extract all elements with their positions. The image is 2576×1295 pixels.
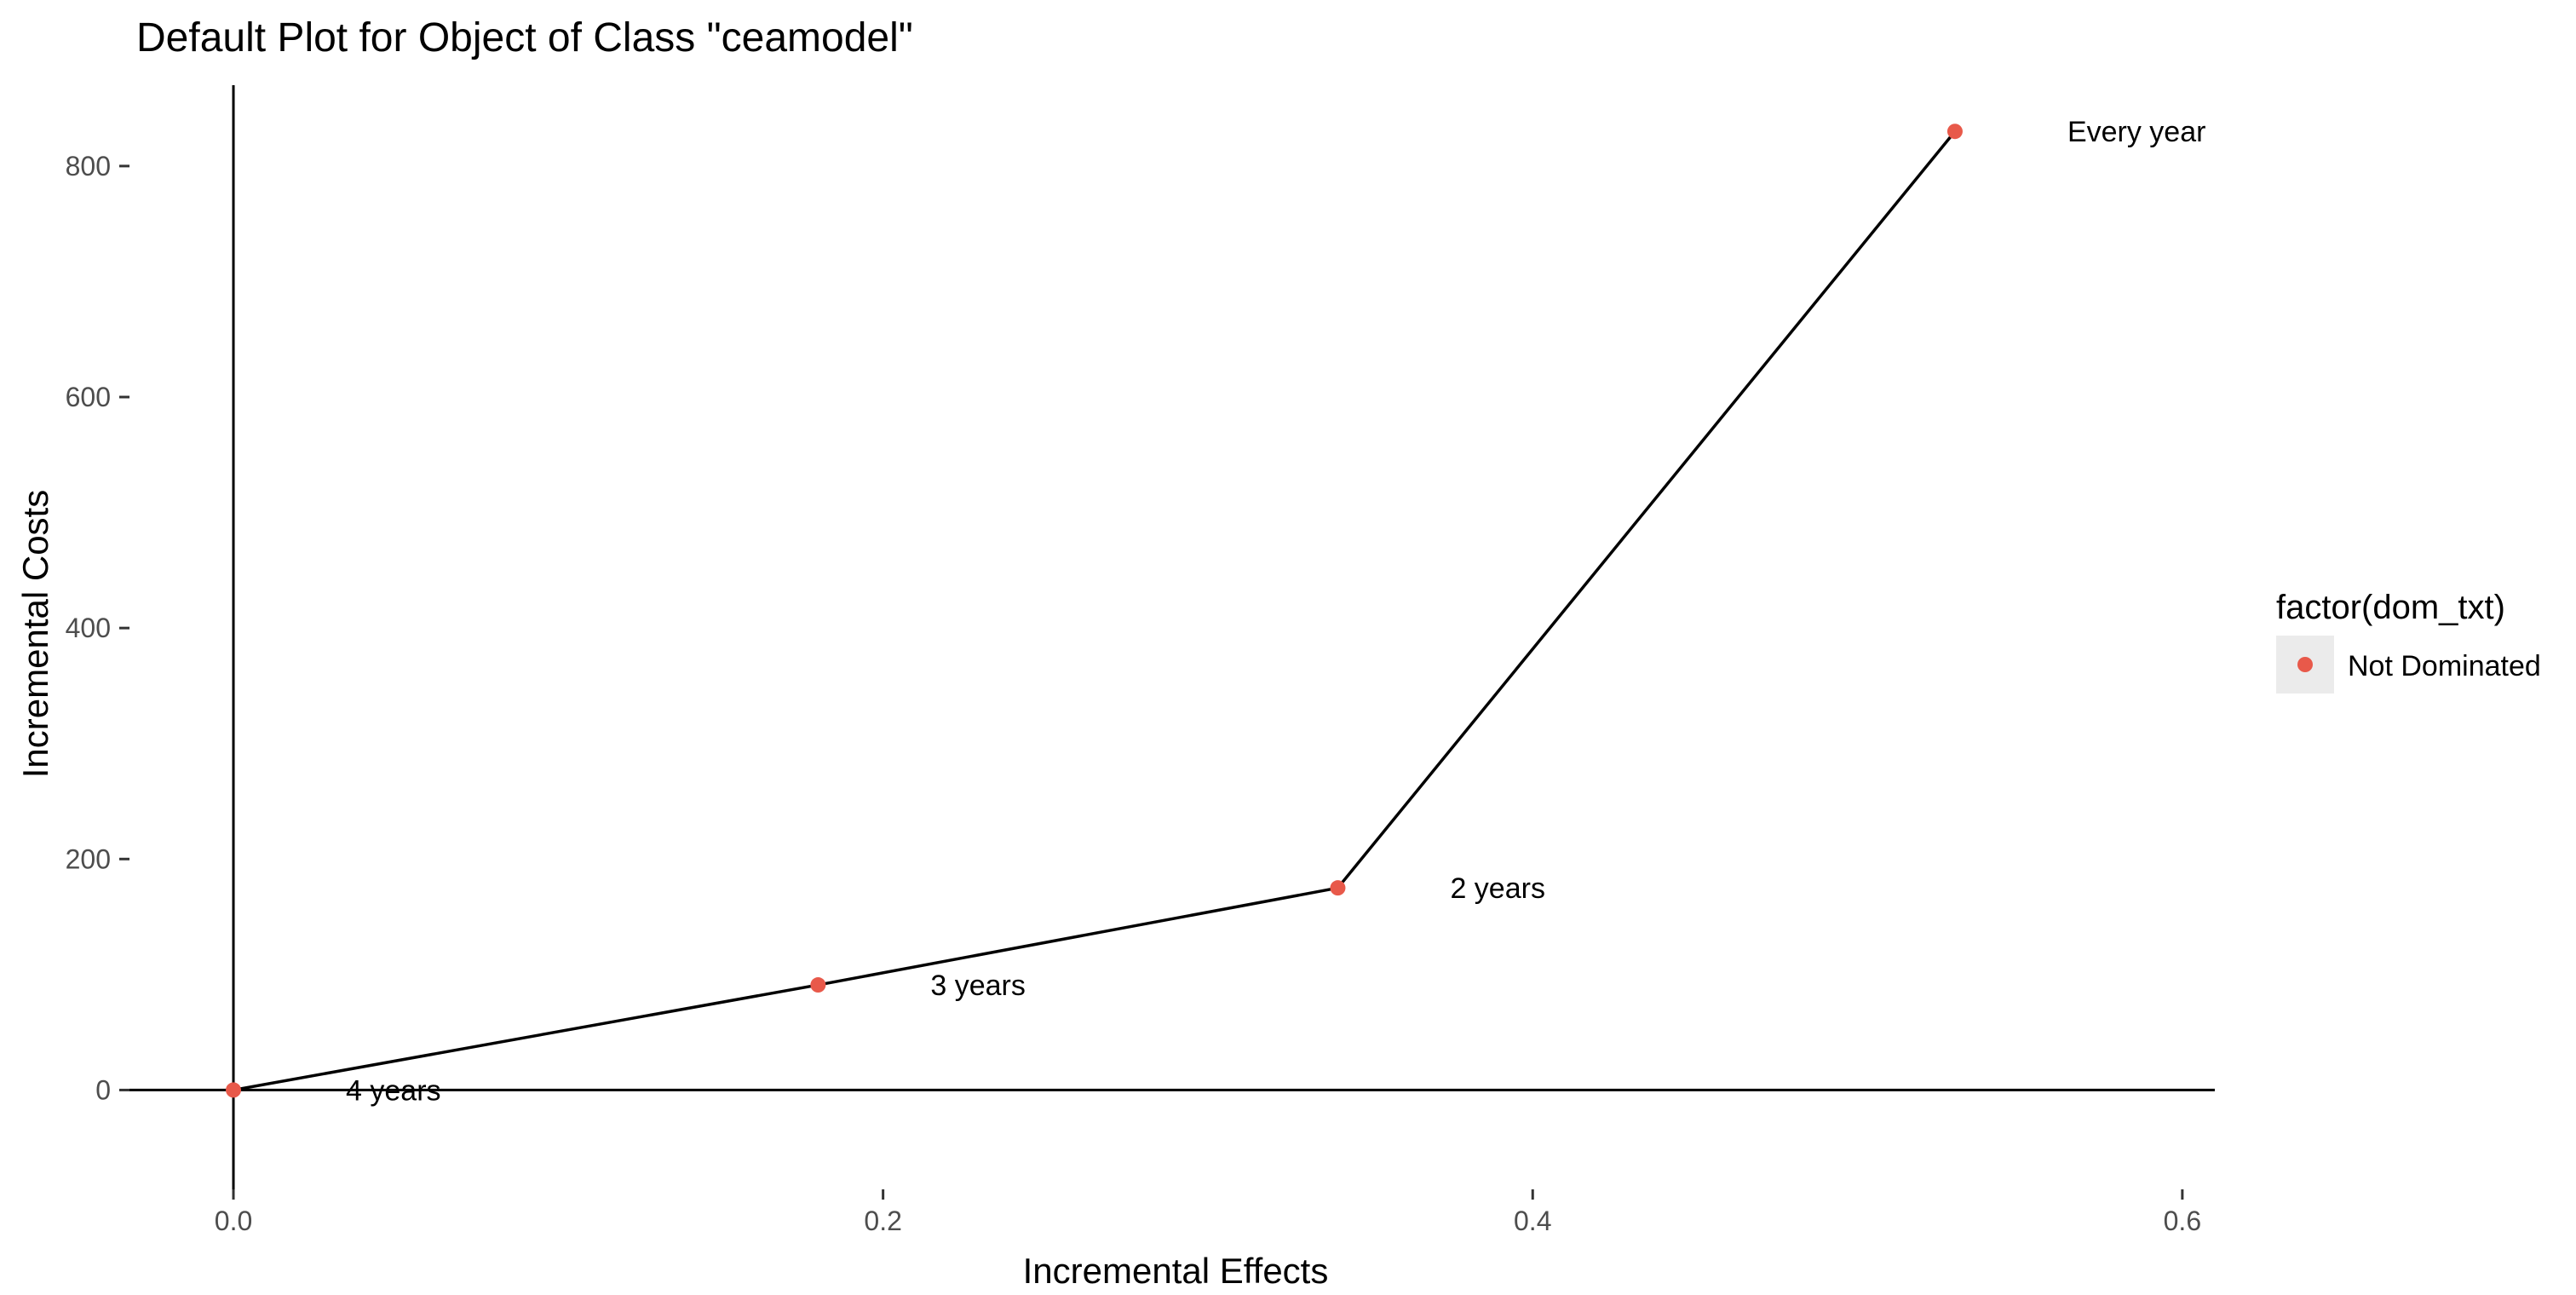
point-label: Every year bbox=[2067, 116, 2206, 148]
point-label: 2 years bbox=[1450, 872, 1545, 905]
point-label: 4 years bbox=[346, 1074, 441, 1107]
y-tick-label: 800 bbox=[66, 151, 111, 181]
axes-layer: 0 200 400 600 800 0.0 0.2 0.4 0.6 bbox=[66, 85, 2215, 1236]
legend-entry-not-dominated: Not Dominated bbox=[2348, 650, 2541, 682]
legend-title: factor(dom_txt) bbox=[2276, 589, 2505, 626]
data-point bbox=[1946, 124, 1963, 140]
legend-key-point bbox=[2297, 657, 2313, 672]
data-point bbox=[1330, 880, 1346, 896]
labels-layer: 4 years 3 years 2 years Every year bbox=[346, 116, 2205, 1107]
x-tick-label: 0.4 bbox=[1514, 1206, 1551, 1236]
data-point bbox=[226, 1082, 242, 1098]
x-tick-label: 0.0 bbox=[215, 1206, 252, 1236]
data-point bbox=[810, 977, 826, 993]
x-tick-label: 0.2 bbox=[864, 1206, 901, 1236]
y-tick-label: 200 bbox=[66, 843, 111, 874]
frontier-line bbox=[233, 130, 1957, 1092]
y-tick-label: 0 bbox=[95, 1074, 111, 1105]
x-tick-label: 0.6 bbox=[2164, 1206, 2201, 1236]
y-tick-label: 400 bbox=[66, 613, 111, 643]
point-label: 3 years bbox=[930, 970, 1026, 1002]
y-tick-label: 600 bbox=[66, 382, 111, 412]
y-axis-label: Incremental Costs bbox=[15, 490, 55, 778]
legend: factor(dom_txt) Not Dominated bbox=[2276, 589, 2541, 694]
marks-layer bbox=[226, 124, 1963, 1098]
x-axis-label: Incremental Effects bbox=[1023, 1251, 1329, 1291]
chart-title: Default Plot for Object of Class "ceamod… bbox=[136, 15, 913, 60]
